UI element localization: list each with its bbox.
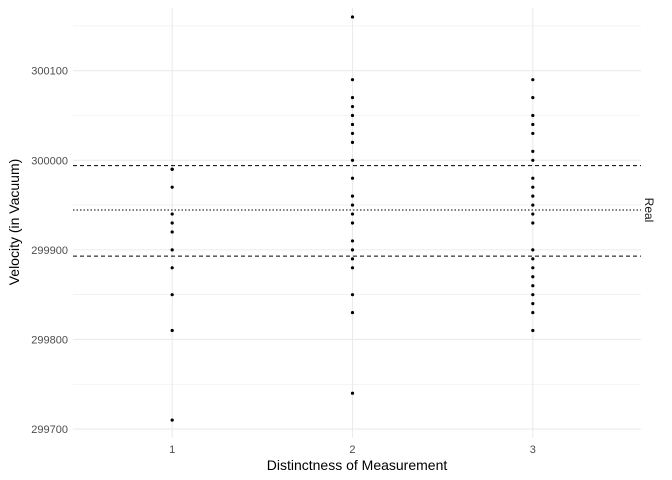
data-point (531, 293, 535, 297)
data-point (350, 78, 355, 82)
x-tick-label: 1 (169, 444, 175, 456)
data-point (531, 149, 535, 153)
data-point (350, 310, 355, 315)
data-point (531, 284, 535, 288)
reference-lines (73, 165, 641, 257)
data-point (531, 95, 535, 100)
data-point (531, 221, 535, 225)
data-point (350, 194, 355, 198)
data-point (531, 78, 535, 82)
data-point (531, 212, 535, 216)
data-point (350, 104, 355, 109)
data-point (350, 203, 355, 207)
data-point (170, 167, 174, 171)
data-point (531, 266, 535, 270)
data-point (531, 122, 535, 127)
y-axis-tick-labels: 299700 299800 299900 300000 300100 (31, 66, 68, 436)
data-point (350, 15, 355, 19)
data-point (170, 185, 174, 189)
x-tick-label: 2 (349, 444, 355, 456)
data-point (170, 230, 174, 234)
minor-gridlines (73, 25, 641, 385)
data-point (531, 158, 535, 162)
y-tick-label: 300100 (31, 66, 68, 78)
y-tick-label: 299700 (31, 424, 68, 436)
data-point (531, 310, 535, 315)
data-point (531, 328, 535, 333)
data-point (170, 248, 174, 252)
data-point (531, 131, 535, 136)
data-point (531, 185, 535, 189)
x-axis-title: Distinctness of Measurement (267, 457, 448, 473)
data-point (350, 239, 355, 243)
data-point (350, 248, 355, 252)
data-point (170, 266, 174, 270)
data-point (531, 194, 535, 198)
y-axis-title: Velocity (in Vacuum) (6, 159, 22, 286)
data-point (170, 418, 174, 422)
data-points (170, 15, 535, 422)
data-point (350, 266, 355, 270)
data-point (350, 293, 355, 297)
x-axis-tick-labels: 1 2 3 (169, 444, 536, 456)
x-tick-label: 3 (530, 444, 536, 456)
data-point (531, 203, 535, 207)
data-point (170, 221, 174, 225)
data-point (170, 212, 174, 216)
data-point (531, 257, 535, 261)
data-point (350, 221, 355, 225)
data-point (531, 302, 535, 306)
data-point (531, 248, 535, 252)
data-point (170, 328, 174, 333)
data-point (531, 275, 535, 279)
real-reference-label: Real (642, 198, 656, 223)
data-point (350, 95, 355, 100)
y-tick-label: 299900 (31, 245, 68, 257)
data-point (350, 257, 355, 261)
data-point (350, 391, 355, 395)
data-point (350, 131, 355, 136)
y-tick-label: 300000 (31, 155, 68, 167)
data-point (350, 122, 355, 127)
data-point (170, 293, 174, 297)
data-point (350, 158, 355, 162)
data-point (350, 212, 355, 216)
data-point (531, 113, 535, 118)
data-point (350, 176, 355, 180)
data-point (350, 113, 355, 118)
data-point (531, 176, 535, 180)
major-gridlines (73, 8, 641, 438)
y-tick-label: 299800 (31, 334, 68, 346)
data-point (350, 140, 355, 144)
